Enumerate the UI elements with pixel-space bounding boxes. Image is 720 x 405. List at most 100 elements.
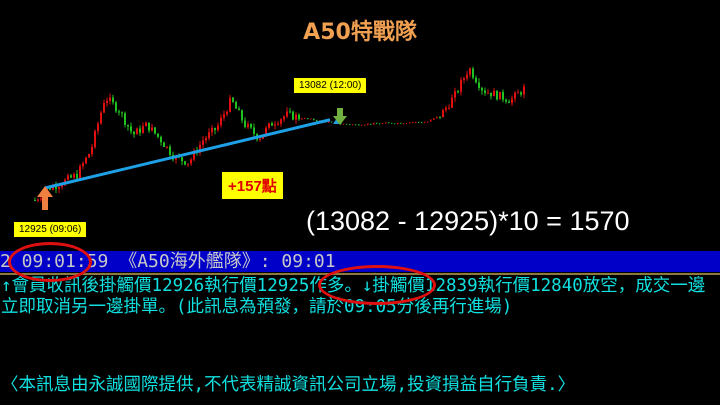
candle: [292, 111, 294, 120]
gain-points-label: +157點: [222, 172, 283, 199]
candle: [229, 97, 231, 112]
candle: [289, 111, 291, 113]
candle: [61, 185, 63, 188]
candle: [112, 97, 114, 103]
candle: [349, 124, 350, 126]
candle: [157, 133, 159, 137]
candle: [355, 124, 356, 126]
candle: [451, 97, 453, 108]
candle: [466, 74, 468, 79]
candle: [88, 153, 90, 158]
candle: [511, 98, 513, 103]
candle: [346, 123, 347, 125]
candle: [520, 92, 522, 95]
candle: [214, 127, 216, 131]
candle: [331, 121, 332, 123]
candle: [106, 100, 108, 104]
candle: [496, 90, 498, 100]
candle: [79, 166, 81, 179]
candle: [478, 82, 480, 88]
candle: [268, 123, 270, 128]
candle: [508, 101, 510, 103]
candle: [463, 78, 465, 80]
candle: [472, 68, 474, 78]
candle: [103, 103, 105, 113]
candle: [370, 123, 371, 125]
candle: [523, 86, 525, 95]
candle: [427, 121, 428, 123]
candle: [316, 120, 317, 122]
candle: [220, 117, 222, 126]
candle: [187, 163, 189, 165]
candle: [205, 138, 207, 141]
candle: [388, 122, 389, 124]
candle: [55, 185, 57, 189]
candle: [487, 92, 489, 94]
candle: [163, 142, 165, 147]
candle: [136, 128, 138, 135]
candle: [502, 91, 504, 100]
highlight-circle-time: [8, 242, 92, 282]
candle: [247, 124, 249, 128]
candle: [379, 123, 380, 125]
candle: [37, 199, 39, 201]
candle: [328, 121, 329, 123]
candle: [241, 110, 243, 121]
candle: [109, 97, 111, 101]
highlight-circle-price: [318, 265, 436, 305]
candle: [121, 112, 123, 114]
candle: [253, 127, 255, 134]
candle: [385, 122, 386, 124]
candle: [166, 146, 168, 148]
candle: [442, 110, 444, 118]
candle: [514, 92, 516, 99]
candle: [367, 123, 368, 125]
candle: [298, 114, 300, 120]
candle: [490, 92, 492, 97]
candle: [259, 138, 261, 140]
candle: [49, 188, 51, 190]
candle: [301, 118, 302, 120]
candle: [124, 113, 126, 125]
candle: [382, 122, 383, 124]
candle: [274, 124, 276, 126]
candle: [418, 121, 419, 123]
candle: [181, 157, 183, 162]
candle: [307, 118, 308, 120]
candle: [412, 122, 413, 124]
candle: [250, 124, 252, 128]
candle: [469, 68, 471, 75]
candle: [118, 111, 120, 113]
candle: [454, 91, 456, 98]
candle: [295, 114, 297, 120]
candle: [484, 90, 486, 94]
candle: [373, 123, 374, 125]
candle: [34, 200, 36, 201]
candle: [280, 119, 282, 124]
candle: [409, 122, 410, 124]
candle: [115, 102, 117, 112]
candle: [445, 107, 447, 111]
candle: [208, 132, 210, 139]
candle: [40, 198, 42, 200]
candle: [277, 123, 279, 125]
candle: [310, 118, 311, 120]
candle: [361, 125, 362, 127]
candle: [286, 111, 288, 117]
candle: [82, 163, 84, 167]
candle: [190, 159, 192, 164]
candle: [448, 107, 450, 109]
candle: [430, 119, 431, 122]
candle: [76, 173, 78, 179]
candle: [424, 122, 425, 124]
candle: [460, 79, 462, 92]
candle: [226, 111, 228, 115]
candle: [133, 131, 135, 135]
candle: [481, 87, 483, 91]
candle: [199, 144, 201, 153]
candle: [352, 124, 353, 126]
candle: [397, 123, 398, 125]
profit-formula: (13082 - 12925)*10 = 1570: [306, 206, 630, 236]
page-title: A50特戰隊: [303, 20, 417, 45]
candle: [439, 116, 441, 118]
